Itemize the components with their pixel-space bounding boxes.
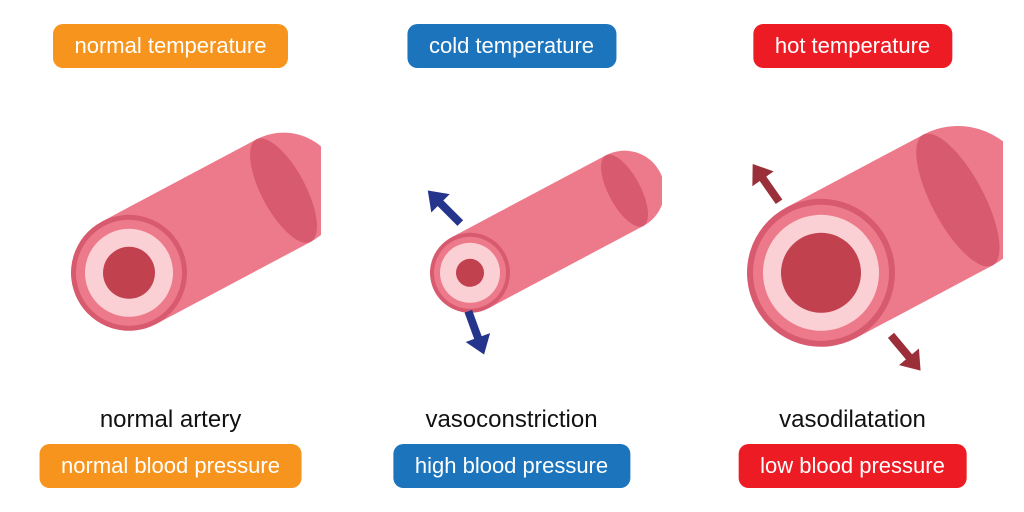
vessel-dilate <box>703 121 1003 381</box>
pill-top-normal: normal temperature <box>53 24 289 68</box>
label-normal-artery: normal artery <box>100 406 241 434</box>
pill-bottom-cold: high blood pressure <box>393 444 630 488</box>
vessel-constrict-svg <box>362 121 662 381</box>
pill-top-hot: hot temperature <box>753 24 952 68</box>
pill-top-cold: cold temperature <box>407 24 616 68</box>
infographic-stage: normal temperature normal artery normal … <box>0 0 1024 512</box>
vessel-normal <box>21 121 321 381</box>
vessel-dilate-svg <box>703 121 1003 381</box>
pill-bottom-normal: normal blood pressure <box>39 444 302 488</box>
label-vasodilatation: vasodilatation <box>779 406 926 434</box>
vessel-normal-svg <box>21 121 321 381</box>
column-constrict: cold temperature <box>341 0 682 512</box>
pill-bottom-hot: low blood pressure <box>738 444 967 488</box>
vessel-constrict <box>362 121 662 381</box>
column-dilate: hot temperature <box>682 0 1023 512</box>
label-vasoconstriction: vasoconstriction <box>425 406 597 434</box>
column-normal: normal temperature normal artery normal … <box>0 0 341 512</box>
